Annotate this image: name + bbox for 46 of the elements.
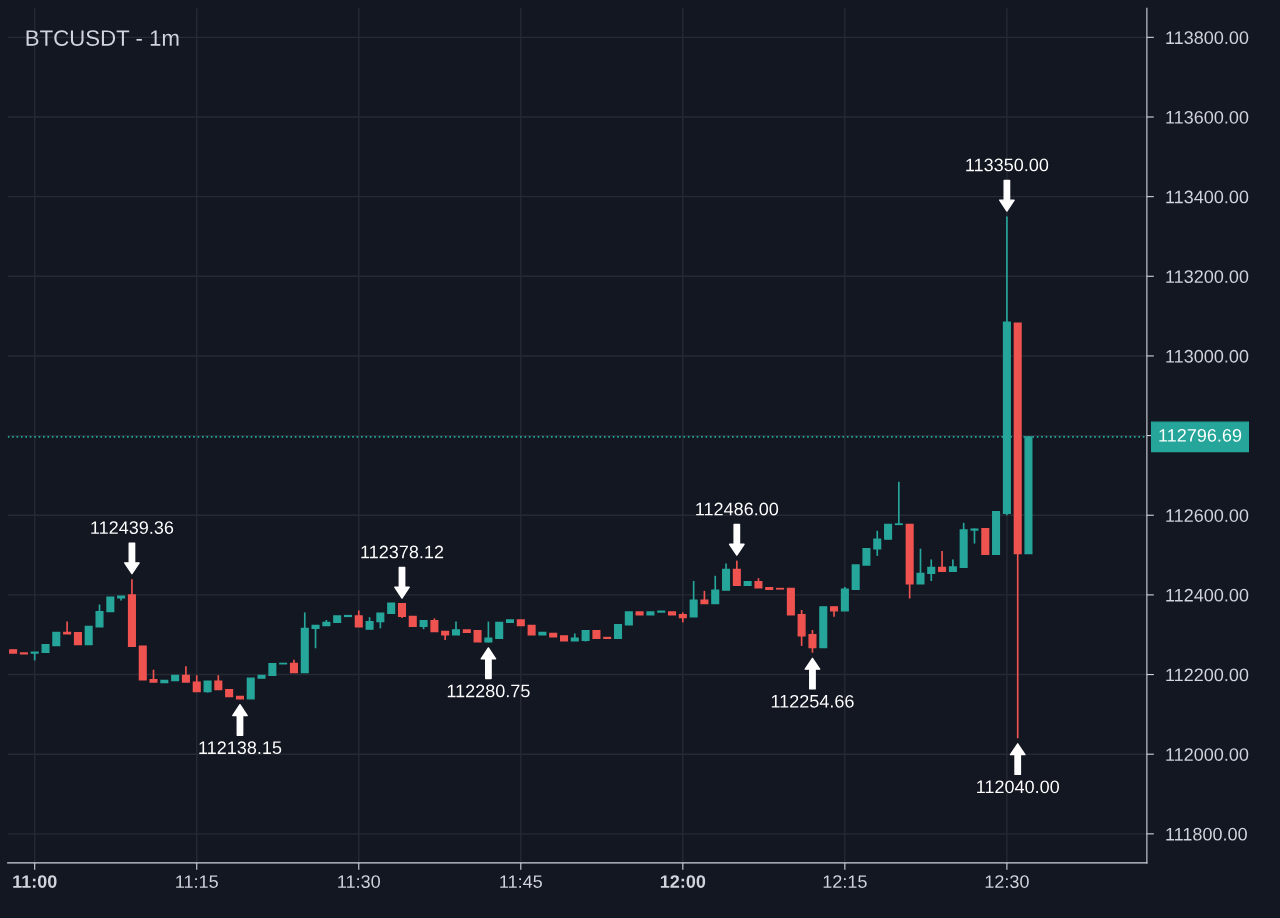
- x-tick-label: 11:45: [500, 875, 542, 888]
- candlestick: [311, 624, 320, 650]
- y-tick-label: 112000.00: [1166, 748, 1249, 761]
- x-tick-label: 12:15: [823, 875, 867, 888]
- y-tick-label: 113200.00: [1166, 270, 1249, 284]
- y-tick-label: 112400.00: [1166, 588, 1249, 602]
- candlestick: [30, 651, 39, 662]
- candlestick: [689, 580, 698, 618]
- candlestick: [938, 550, 947, 573]
- candlestick: [808, 629, 817, 654]
- candlestick: [797, 609, 806, 647]
- candlestick: [722, 562, 731, 591]
- x-tick-label: 12:30: [985, 875, 1029, 888]
- y-tick-label: 113000.00: [1166, 349, 1249, 363]
- annotation: 112486.00: [696, 502, 779, 516]
- y-tick-label: 112600.00: [1166, 509, 1249, 522]
- annotation: 112378.12: [361, 545, 444, 559]
- x-tick-label: 11:15: [176, 875, 218, 888]
- y-tick-label: 111800.00: [1166, 827, 1247, 841]
- annotation: 112138.15: [199, 741, 282, 755]
- candlestick: [63, 620, 72, 635]
- candlestick: [84, 625, 93, 646]
- text: BTCUSDT - 1m: [26, 30, 179, 46]
- annotation: 112254.66: [771, 694, 854, 708]
- candlestick: [927, 558, 936, 582]
- candlestick: [484, 620, 493, 644]
- candlestick: [95, 603, 104, 628]
- annotation: 112040.00: [977, 780, 1060, 794]
- y-tick-label: 113800.00: [1166, 31, 1249, 45]
- ref-line-label: 112796.69: [1159, 428, 1242, 442]
- candlestick: [732, 559, 741, 587]
- candlestick: [840, 586, 849, 612]
- y-tick-label: 112200.00: [1166, 668, 1249, 682]
- y-tick-label: 113600.00: [1166, 110, 1249, 124]
- x-tick-label: 11:30: [338, 875, 380, 888]
- candlestick: [711, 574, 720, 605]
- candlestick: [894, 480, 903, 526]
- y-tick-label: 113400.00: [1166, 190, 1249, 204]
- x-tick-label: 12:00: [660, 875, 706, 888]
- annotation: 113350.00: [966, 158, 1049, 172]
- annotation: 112439.36: [91, 521, 174, 534]
- candlestick: [873, 529, 882, 557]
- x-tick-label: 11:00: [13, 875, 57, 888]
- annotation: 112280.75: [447, 684, 530, 698]
- candlestick: [916, 547, 925, 585]
- candlestick: [246, 677, 255, 700]
